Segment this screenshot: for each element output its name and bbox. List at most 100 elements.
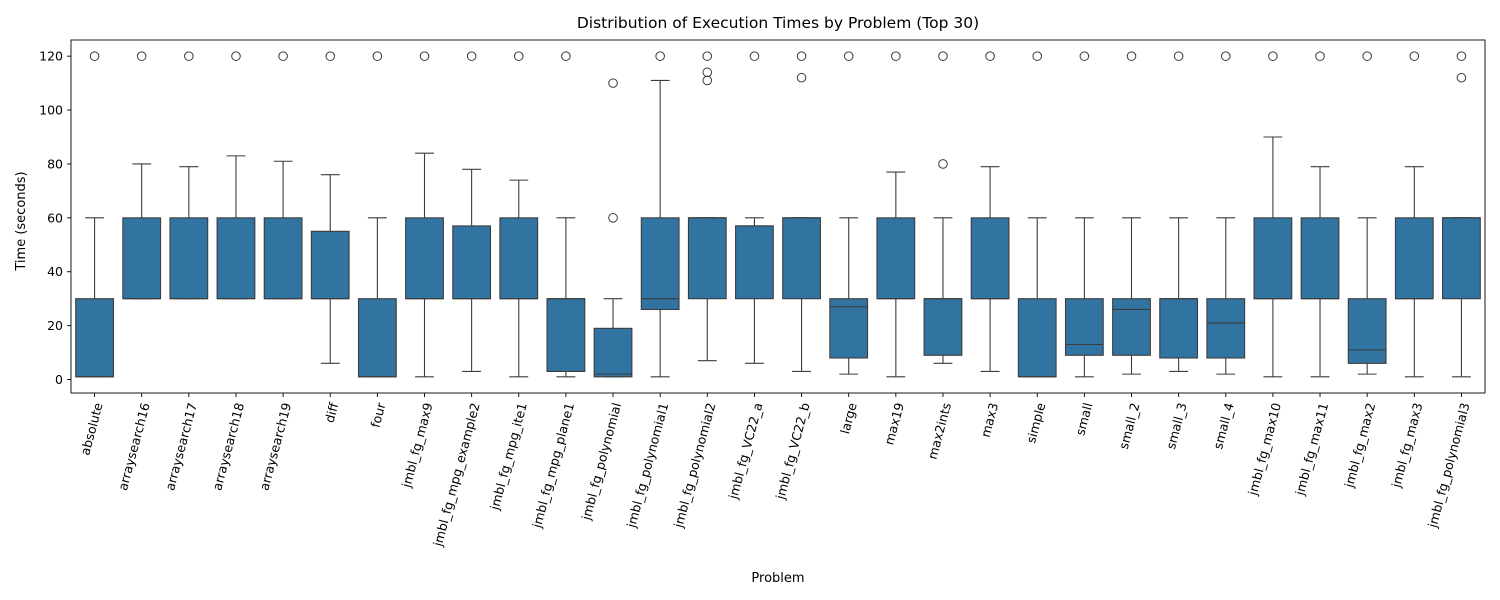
x-tick-label: jmbl_fg_max11 xyxy=(1292,401,1331,498)
outlier-point xyxy=(1456,51,1467,61)
outlier-point xyxy=(231,51,241,61)
box xyxy=(1394,217,1434,300)
x-tick-label: arraysearch18 xyxy=(209,401,247,492)
box-group xyxy=(216,51,256,300)
box xyxy=(1112,298,1151,356)
x-tick-label: arraysearch19 xyxy=(256,401,294,492)
box-group xyxy=(1112,51,1151,375)
y-tick-label: 60 xyxy=(47,210,63,225)
outlier-point xyxy=(1456,72,1467,83)
box xyxy=(1442,217,1481,300)
box xyxy=(1017,298,1057,378)
box-group xyxy=(75,51,114,378)
box-group xyxy=(405,51,444,378)
x-tick-label: small xyxy=(1072,401,1095,437)
outlier-point xyxy=(891,51,901,61)
box-group xyxy=(593,78,633,378)
outlier-point xyxy=(561,51,571,61)
y-tick-label: 20 xyxy=(47,318,63,333)
outlier-point xyxy=(89,51,100,61)
outlier-point xyxy=(1173,51,1184,61)
outlier-point xyxy=(325,51,336,61)
y-tick-label: 0 xyxy=(55,372,63,387)
outlier-point xyxy=(513,51,524,61)
box xyxy=(735,225,774,300)
box xyxy=(1064,298,1104,356)
outlier-point xyxy=(1268,51,1278,61)
plot-area xyxy=(75,51,1481,378)
box xyxy=(405,217,444,300)
outlier-point xyxy=(938,51,948,61)
box xyxy=(829,298,869,359)
box xyxy=(263,217,303,300)
x-tick-label: jmbl_fg_polynomial3 xyxy=(1425,401,1473,530)
box xyxy=(640,217,680,311)
y-tick-label: 80 xyxy=(47,156,63,171)
y-tick-label: 120 xyxy=(39,49,63,64)
outlier-point xyxy=(843,51,854,61)
box xyxy=(1206,298,1246,359)
box xyxy=(357,298,397,378)
plot-frame xyxy=(70,39,1486,394)
x-tick-label: jmbl_fg_polynomial1 xyxy=(623,401,671,530)
x-tick-label: diff xyxy=(322,401,342,425)
box xyxy=(75,298,114,378)
box xyxy=(546,298,586,372)
outlier-point xyxy=(372,51,383,61)
box-group xyxy=(1206,51,1246,375)
outlier-point xyxy=(608,213,618,223)
outlier-point xyxy=(278,51,288,61)
x-tick-label: max2ints xyxy=(925,401,955,461)
outlier-point xyxy=(938,159,948,169)
outlier-point xyxy=(702,51,713,61)
x-tick-label: absolute xyxy=(77,401,105,457)
x-tick-label: small_2 xyxy=(1116,401,1143,451)
box xyxy=(216,217,256,300)
outlier-point xyxy=(1409,51,1420,61)
outlier-point xyxy=(985,51,995,61)
box-group xyxy=(923,51,963,364)
box-group xyxy=(169,51,209,300)
y-tick-label: 100 xyxy=(39,103,63,118)
box xyxy=(970,217,1010,300)
x-tick-label: small_4 xyxy=(1210,401,1237,451)
box-group xyxy=(546,51,586,378)
outlier-point xyxy=(1362,51,1372,61)
box-group xyxy=(1442,51,1481,378)
box-group xyxy=(263,51,303,300)
x-tick-label: jmbl_fg_polynomial2 xyxy=(670,401,718,530)
box xyxy=(499,217,539,300)
box xyxy=(452,225,492,300)
outlier-point xyxy=(1032,51,1043,61)
outlier-point xyxy=(608,78,618,88)
box xyxy=(687,217,727,300)
box-group xyxy=(452,51,492,372)
box xyxy=(169,217,209,300)
y-axis-label: Time (seconds) xyxy=(14,171,29,271)
outlier-point xyxy=(796,72,807,83)
outlier-point xyxy=(702,75,713,86)
box-group xyxy=(735,51,774,364)
box-group xyxy=(640,51,680,378)
x-axis-label: Problem xyxy=(751,571,804,586)
box-group xyxy=(1347,51,1387,375)
outlier-point xyxy=(466,51,477,61)
box xyxy=(122,217,162,300)
outlier-point xyxy=(1220,51,1231,61)
box xyxy=(923,298,963,356)
outlier-point xyxy=(1315,51,1325,61)
outlier-point xyxy=(749,51,760,61)
x-tick-label: large xyxy=(837,401,860,436)
box-group xyxy=(1300,51,1340,378)
y-tick-label: 40 xyxy=(47,264,63,279)
box xyxy=(593,327,633,378)
box-group xyxy=(122,51,162,300)
x-tick-label: jmbl_fg_mpg_example2 xyxy=(430,401,483,549)
box-group xyxy=(310,51,350,364)
box-group xyxy=(1159,51,1199,372)
x-tick-label: jmbl_fg_max10 xyxy=(1245,401,1284,498)
outlier-point xyxy=(184,51,194,61)
x-tick-label: jmbl_fg_VC22_b xyxy=(772,401,812,502)
box xyxy=(1300,217,1340,300)
